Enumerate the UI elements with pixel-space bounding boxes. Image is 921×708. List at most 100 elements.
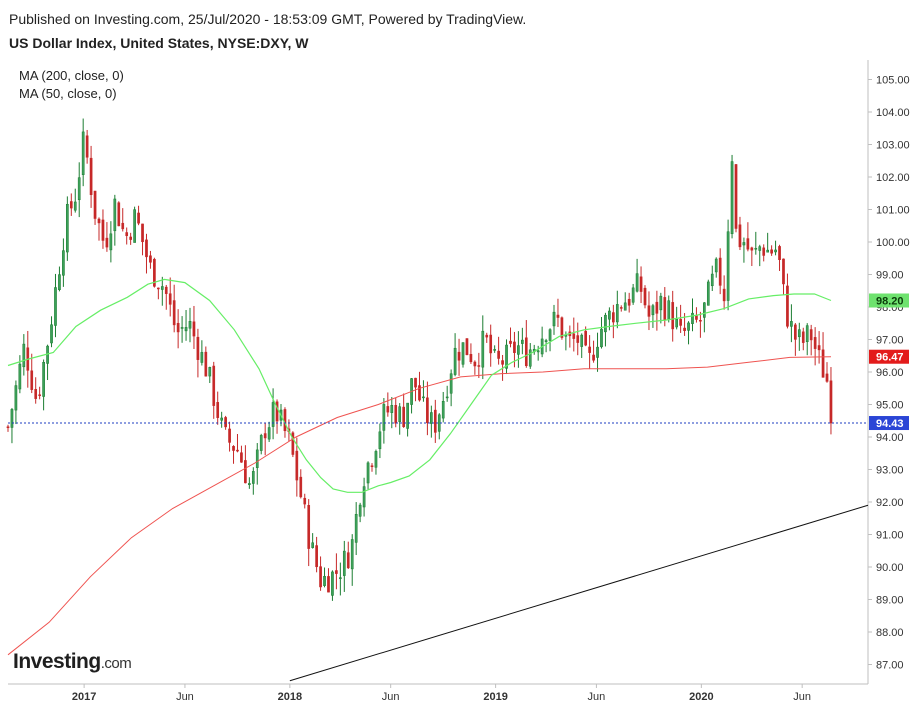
candle-body	[414, 377, 417, 388]
candle-body	[54, 287, 57, 326]
candle-body	[821, 349, 825, 378]
legend-ma50[interactable]: MA (50, close, 0)	[19, 86, 117, 101]
candle-body	[615, 304, 619, 323]
candle-body	[164, 286, 168, 294]
candle-body	[706, 281, 710, 306]
candle-body	[714, 258, 718, 273]
candle-body	[619, 307, 623, 309]
candle-body	[643, 287, 647, 306]
candle-body	[362, 486, 366, 508]
candle-body	[263, 433, 267, 439]
candle-body	[105, 237, 109, 248]
candle-body	[196, 336, 200, 360]
candle-body	[350, 539, 354, 570]
candle-body	[30, 370, 34, 390]
candle-body	[216, 402, 220, 418]
y-tick-label: 94.00	[876, 432, 904, 444]
candle-body	[275, 401, 279, 422]
candle-body	[370, 465, 374, 467]
candle-body	[524, 337, 528, 367]
candle-body	[157, 287, 160, 290]
candle-body	[248, 483, 251, 485]
candle-body	[220, 417, 223, 421]
candle-body	[655, 301, 659, 314]
candle-body	[592, 354, 595, 361]
candle-body	[588, 346, 591, 353]
candle-body	[390, 405, 394, 413]
candle-body	[50, 324, 53, 344]
candle-body	[378, 431, 382, 450]
candle-body	[398, 406, 402, 422]
candle-body	[22, 343, 26, 368]
y-tick-label: 91.00	[876, 530, 904, 542]
candle-body	[307, 505, 311, 549]
candle-body	[366, 462, 370, 484]
candle-body	[639, 276, 643, 292]
candle-body	[14, 385, 18, 411]
y-tick-label: 105.00	[876, 75, 910, 87]
candle-body	[623, 302, 627, 311]
y-tick-label: 95.00	[876, 400, 904, 412]
candle-body	[283, 409, 287, 432]
candle-body	[430, 412, 433, 424]
candle-body	[782, 258, 785, 285]
candle-body	[794, 324, 797, 340]
candle-body	[667, 300, 671, 320]
y-tick-label: 88.00	[876, 627, 904, 639]
candle-body	[718, 257, 722, 286]
candle-body	[477, 365, 481, 367]
candle-body	[129, 236, 132, 240]
candle-body	[319, 566, 322, 588]
candle-body	[687, 322, 690, 331]
candle-body	[93, 190, 97, 219]
candle-body	[548, 329, 552, 341]
y-tick-label: 89.00	[876, 595, 904, 607]
candle-body	[691, 312, 694, 324]
trend-line[interactable]	[289, 504, 869, 682]
candle-body	[805, 325, 809, 343]
y-tick-label: 97.00	[876, 335, 904, 347]
candle-body	[750, 247, 754, 251]
candle-body	[774, 249, 777, 253]
candle-body	[627, 298, 631, 306]
candle-body	[457, 351, 461, 361]
candle-body	[556, 314, 560, 318]
candle-body	[422, 396, 425, 399]
ma50-price-tag-bg	[869, 293, 909, 308]
candle-body	[342, 550, 346, 576]
candle-body	[797, 329, 801, 338]
candle-body	[762, 247, 766, 256]
candle-body	[612, 312, 615, 323]
candle-body	[809, 329, 813, 341]
candle-body	[730, 161, 734, 235]
ma200-price-tag: 96.47	[876, 352, 904, 364]
chart-title: US Dollar Index, United States, NYSE:DXY…	[9, 35, 309, 51]
candle-body	[580, 334, 584, 347]
candle-body	[584, 330, 587, 346]
candle-body	[180, 327, 184, 329]
candle-body	[66, 203, 69, 253]
candle-body	[81, 131, 85, 175]
candle-body	[125, 232, 129, 237]
candle-body	[710, 273, 714, 287]
candle-body	[544, 340, 548, 342]
candle-body	[786, 285, 789, 327]
candle-body	[647, 305, 651, 317]
ma50-line	[7, 278, 832, 493]
candle-body	[137, 212, 140, 224]
x-tick-label: 2019	[483, 691, 507, 703]
legend-ma200[interactable]: MA (200, close, 0)	[19, 68, 124, 83]
candle-body	[224, 417, 227, 428]
candle-body	[192, 321, 196, 337]
candle-body	[117, 202, 121, 227]
candle-body	[255, 449, 259, 468]
candle-body	[101, 219, 105, 241]
candle-body	[770, 249, 773, 254]
candle-body	[271, 402, 275, 427]
candle-body	[73, 201, 77, 211]
candle-body	[778, 246, 781, 260]
candle-body	[746, 238, 750, 250]
published-info: Published on Investing.com, 25/Jul/2020 …	[9, 11, 527, 27]
x-tick-label: Jun	[176, 691, 194, 703]
